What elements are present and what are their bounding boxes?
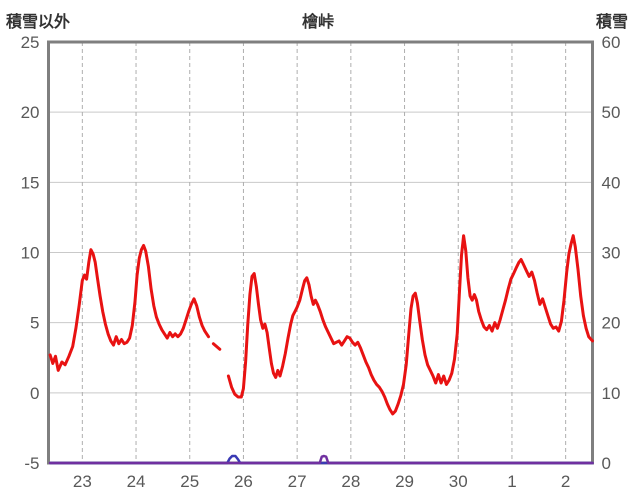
right-axis-tick-label: 60 bbox=[602, 33, 621, 52]
left-axis-tick-label: 0 bbox=[30, 384, 39, 403]
chart-title: 檜峠 bbox=[301, 14, 334, 31]
x-axis-tick-label: 25 bbox=[180, 472, 199, 491]
series-red-line bbox=[211, 342, 222, 351]
left-axis-tick-label: -5 bbox=[24, 454, 39, 473]
right-axis-tick-label: 50 bbox=[602, 103, 621, 122]
left-axis-tick-label: 10 bbox=[21, 244, 40, 263]
series-purple-baseline bbox=[48, 454, 594, 465]
x-axis-tick-label: 29 bbox=[395, 472, 414, 491]
x-axis-tick-label: 27 bbox=[288, 472, 307, 491]
series-red-line bbox=[48, 244, 210, 372]
right-axis-tick-label: 30 bbox=[602, 244, 621, 263]
right-axis-title: 積雪 bbox=[595, 14, 628, 31]
x-axis-tick-label: 1 bbox=[507, 472, 516, 491]
right-axis-tick-label: 0 bbox=[602, 454, 611, 473]
right-axis-tick-label: 20 bbox=[602, 314, 621, 333]
x-axis-tick-label: 30 bbox=[449, 472, 468, 491]
left-axis-title: 積雪以外 bbox=[6, 14, 71, 31]
left-axis-tick-label: 15 bbox=[21, 173, 40, 192]
right-axis-tick-label: 10 bbox=[602, 384, 621, 403]
x-axis-tick-label: 28 bbox=[341, 472, 360, 491]
x-axis-tick-label: 23 bbox=[73, 472, 92, 491]
left-axis-tick-label: 25 bbox=[21, 33, 40, 52]
right-axis-tick-label: 40 bbox=[602, 173, 621, 192]
x-axis-tick-label: 26 bbox=[234, 472, 253, 491]
left-axis-tick-label: 5 bbox=[30, 314, 39, 333]
left-axis-tick-label: 20 bbox=[21, 103, 40, 122]
x-axis-tick-label: 2 bbox=[561, 472, 570, 491]
x-axis-tick-label: 24 bbox=[127, 472, 146, 491]
series-red-line bbox=[226, 234, 594, 416]
